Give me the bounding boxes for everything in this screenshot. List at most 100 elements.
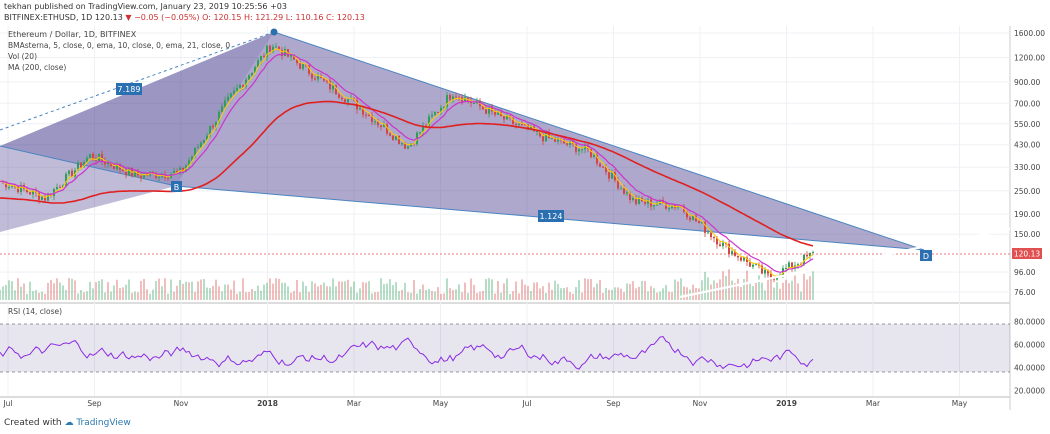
candle-body	[38, 192, 40, 200]
volume-bar	[617, 287, 619, 300]
volume-bar	[740, 287, 742, 300]
candle-body	[275, 46, 277, 48]
candle-body	[230, 93, 232, 97]
candle-body	[311, 73, 313, 79]
volume-bar	[779, 288, 781, 300]
volume-bar	[260, 290, 262, 300]
volume-bar	[674, 279, 676, 300]
volume-bar	[785, 279, 787, 300]
volume-bar	[419, 289, 421, 300]
volume-bar	[257, 285, 259, 300]
volume-bar	[314, 283, 316, 300]
rsi-pane	[0, 304, 1010, 396]
candle-body	[359, 108, 361, 110]
volume-bar	[251, 288, 253, 300]
candle-body	[602, 166, 604, 168]
volume-bar	[125, 284, 127, 300]
volume-bar	[485, 279, 487, 300]
candle-body	[611, 172, 613, 179]
volume-bar	[206, 287, 208, 300]
time-axis[interactable]: Jul Sep Nov 2018 Mar May Jul Sep Nov 2019 Mar May	[2, 399, 967, 408]
volume-bar	[491, 279, 493, 300]
candle-body	[14, 186, 16, 188]
volume-bar	[668, 291, 670, 300]
candle-body	[614, 172, 616, 181]
candle-body	[665, 203, 667, 209]
candle-body	[332, 85, 334, 90]
volume-bar	[809, 276, 811, 300]
volume-bar	[188, 282, 190, 300]
volume-bar	[683, 286, 685, 300]
volume-bar	[17, 278, 19, 300]
candle-body	[329, 80, 331, 90]
volume-bar	[167, 293, 169, 300]
symbol-name[interactable]: BITFINEX:ETHUSD, 1D	[4, 13, 93, 22]
candle-body	[644, 201, 646, 204]
candle-body	[47, 193, 49, 201]
publish-info: tekhan published on TradingView.com, Jan…	[4, 2, 287, 12]
support-trendline[interactable]	[679, 227, 1010, 299]
volume-bar	[773, 287, 775, 300]
volume-bar	[182, 283, 184, 300]
candle-body	[227, 96, 229, 101]
volume-bar	[155, 281, 157, 300]
candle-body	[257, 60, 259, 68]
volume-bar	[77, 293, 79, 300]
volume-bar	[527, 286, 529, 300]
candle-body	[167, 177, 169, 179]
candle-body	[65, 173, 67, 186]
footer-brand[interactable]: TradingView	[76, 418, 131, 428]
price-tick-label: 150.00	[1014, 230, 1040, 239]
volume-bar	[494, 293, 496, 300]
rsi-axis[interactable]: 80.0000 60.0000 40.0000 20.0000	[1014, 317, 1045, 395]
candle-body	[704, 222, 706, 233]
volume-bar	[239, 291, 241, 300]
candle-body	[116, 164, 118, 170]
price-axis[interactable]: 1600.00 1200.00 900.00 700.00 550.00 430.00 33…	[1014, 29, 1045, 297]
candle-body	[23, 185, 25, 190]
candle-body	[500, 112, 502, 116]
volume-bar	[782, 282, 784, 300]
volume-bar	[356, 292, 358, 300]
last-price-tag: 120.13	[1012, 248, 1042, 259]
volume-bar	[353, 281, 355, 300]
candle-body	[596, 155, 598, 164]
candle-body	[620, 188, 622, 190]
volume-bar	[797, 283, 799, 300]
volume-bar	[119, 288, 121, 300]
volume-bar	[731, 280, 733, 300]
volume-bar	[737, 278, 739, 300]
candle-body	[713, 237, 715, 239]
volume-bar	[245, 292, 247, 300]
candle-body	[497, 112, 499, 115]
candle-body	[281, 50, 283, 57]
rsi-band	[0, 324, 1010, 372]
volume-bar	[632, 281, 634, 300]
price-tick-label: 900.00	[1014, 78, 1040, 87]
candle-body	[365, 114, 367, 116]
volume-bar	[728, 269, 730, 300]
volume-bar	[365, 282, 367, 300]
candle-body	[530, 126, 532, 130]
volume-bar	[677, 281, 679, 300]
indicator-volume: Vol (20)	[8, 52, 37, 61]
indicator-ma: MA (200, close)	[8, 63, 66, 72]
candle-body	[524, 124, 526, 126]
pattern-point-a	[270, 28, 278, 36]
volume-bar	[272, 283, 274, 300]
volume-bar	[638, 286, 640, 300]
candle-body	[317, 75, 319, 80]
candle-body	[374, 121, 376, 123]
volume-bar	[98, 281, 100, 300]
time-tick-label: 2018	[257, 399, 278, 408]
candle-body	[101, 153, 103, 161]
volume-bar	[311, 281, 313, 300]
pattern-line-xa	[0, 31, 275, 131]
volume-bar	[563, 288, 565, 300]
volume-bar	[488, 278, 490, 300]
volume-bar	[578, 280, 580, 300]
candle-body	[272, 46, 274, 52]
volume-bar	[203, 279, 205, 300]
volume-bar	[767, 272, 769, 300]
